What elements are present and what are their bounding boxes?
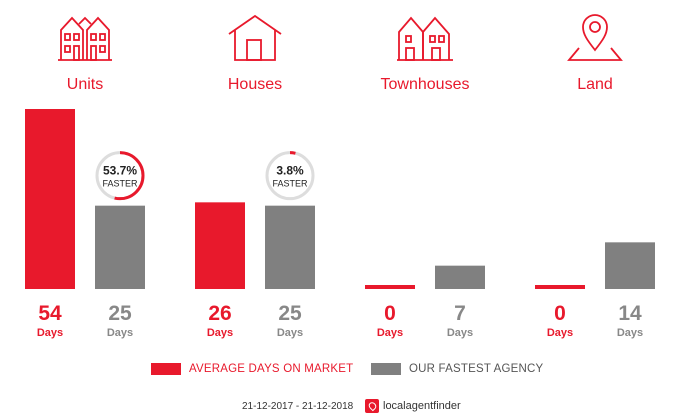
unit-label-agency-units: Days xyxy=(107,327,133,339)
value-label-agency-units: 25 xyxy=(108,302,132,325)
bar-agency-units xyxy=(95,205,145,289)
value-label-market-townhouses: 0 xyxy=(384,302,396,325)
faster-badge-arc-houses xyxy=(265,151,315,201)
bar-market-land xyxy=(535,285,585,289)
legend-label-agency: OUR FASTEST AGENCY xyxy=(409,363,544,375)
category-label-units: Units xyxy=(66,76,104,93)
townhouses-icon xyxy=(397,16,453,61)
days-bar-chart: 54 Days 25 Days 26 Days 25 Days 0 Days 7 Days 0 Days 1… xyxy=(25,109,655,339)
value-label-agency-townhouses: 7 xyxy=(454,302,466,325)
category-houses: Houses xyxy=(185,12,325,94)
land-pin-icon xyxy=(567,14,623,61)
brand-name: localagentfinder xyxy=(383,400,461,412)
unit-label-agency-houses: Days xyxy=(277,327,303,339)
category-land: Land xyxy=(525,12,665,94)
bar-agency-townhouses xyxy=(435,265,485,289)
category-label-houses: Houses xyxy=(227,76,283,93)
footer: 21-12-2017 - 21-12-2018 localagentfinder xyxy=(0,399,700,415)
legend-item-market: AVERAGE DAYS ON MARKET xyxy=(151,363,353,375)
bar-agency-houses xyxy=(265,205,315,289)
legend-swatch-market xyxy=(151,363,181,375)
faster-badge-label-units: FASTER xyxy=(102,179,138,189)
legend-label-market: AVERAGE DAYS ON MARKET xyxy=(189,363,354,375)
faster-badge-percent-houses: 3.8% xyxy=(276,164,304,178)
unit-label-agency-land: Days xyxy=(617,327,643,339)
value-label-agency-land: 14 xyxy=(618,302,642,325)
faster-badge-arc-units xyxy=(95,151,145,201)
units-icon xyxy=(58,16,112,61)
unit-label-market-houses: Days xyxy=(207,327,233,339)
brand-logo-icon xyxy=(365,399,379,413)
bar-market-townhouses xyxy=(365,285,415,289)
date-range: 21-12-2017 - 21-12-2018 xyxy=(242,401,354,412)
unit-label-market-units: Days xyxy=(37,327,63,339)
bar-market-units xyxy=(25,109,75,289)
category-townhouses: Townhouses xyxy=(355,12,495,94)
value-label-agency-houses: 25 xyxy=(278,302,302,325)
legend-swatch-agency xyxy=(371,363,401,375)
legend-item-agency: OUR FASTEST AGENCY xyxy=(371,363,543,375)
value-label-market-houses: 26 xyxy=(208,302,231,325)
faster-badge-label-houses: FASTER xyxy=(272,179,308,189)
category-label-land: Land xyxy=(577,76,613,93)
category-label-townhouses: Townhouses xyxy=(380,76,470,93)
brand: localagentfinder xyxy=(365,399,461,413)
bar-agency-land xyxy=(605,242,655,289)
unit-label-agency-townhouses: Days xyxy=(447,327,473,339)
value-label-market-land: 0 xyxy=(554,302,566,325)
value-label-market-units: 54 xyxy=(38,302,62,325)
chart-legend: AVERAGE DAYS ON MARKET OUR FASTEST AGENC… xyxy=(0,363,700,379)
unit-label-market-land: Days xyxy=(547,327,573,339)
category-units: Units xyxy=(15,12,155,94)
unit-label-market-townhouses: Days xyxy=(377,327,403,339)
bar-market-houses xyxy=(195,202,245,289)
faster-badge-percent-units: 53.7% xyxy=(103,164,137,178)
house-icon xyxy=(228,14,282,61)
